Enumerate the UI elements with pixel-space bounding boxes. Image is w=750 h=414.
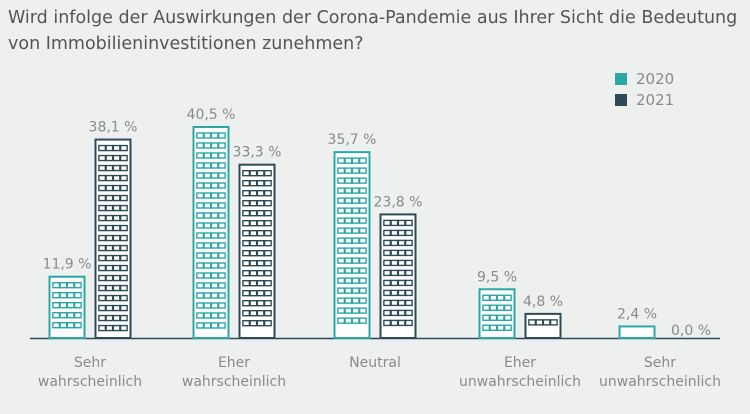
legend-label-2020: 2020 (636, 70, 674, 88)
legend-swatch-2020 (615, 73, 627, 85)
bar-2021-2 (379, 213, 417, 339)
bar-2021-3 (524, 312, 562, 340)
bar-2021-1 (238, 163, 276, 339)
bar-2021-0 (94, 138, 132, 339)
value-label-2021-0: 38,1 % (89, 120, 138, 136)
value-label-2020-2: 35,7 % (328, 132, 377, 148)
bar-2020-4 (618, 325, 656, 340)
value-label-2020-0: 11,9 % (43, 257, 92, 273)
category-label: unwahrscheinlich (599, 374, 721, 390)
category-label: wahrscheinlich (182, 374, 286, 390)
category-label: unwahrscheinlich (459, 374, 581, 390)
chart-title-line-1: Wird infolge der Auswirkungen der Corona… (8, 8, 737, 28)
category-label: Neutral (349, 355, 401, 371)
legend-swatch-2021 (615, 94, 627, 106)
value-label-2021-1: 33,3 % (233, 145, 282, 161)
chart-title-line-2: von Immobilieninvestitionen zunehmen? (8, 34, 364, 54)
plot-area: Sehr wahrscheinlich 11,9 % 38,1 % Eher wahrsc… (30, 107, 721, 390)
value-label-2020-4: 2,4 % (617, 306, 657, 322)
category-label: Eher (218, 355, 250, 371)
category-label: Eher (504, 355, 536, 371)
value-label-2021-3: 4,8 % (523, 294, 563, 310)
value-label-2020-3: 9,5 % (477, 269, 517, 285)
category-label: wahrscheinlich (38, 374, 142, 390)
category-label: Sehr (74, 355, 106, 371)
bar-2020-1 (192, 126, 230, 339)
bar-2020-0 (48, 275, 86, 340)
value-label-2021-4: 0,0 % (671, 323, 711, 339)
legend: 2020 2021 (615, 70, 674, 109)
value-label-2020-1: 40,5 % (187, 107, 236, 123)
legend-label-2021: 2021 (636, 91, 674, 109)
bar-2020-3 (478, 288, 516, 339)
bar-2020-2 (333, 151, 371, 339)
category-label: Sehr (644, 355, 676, 371)
value-label-2021-2: 23,8 % (374, 194, 423, 210)
